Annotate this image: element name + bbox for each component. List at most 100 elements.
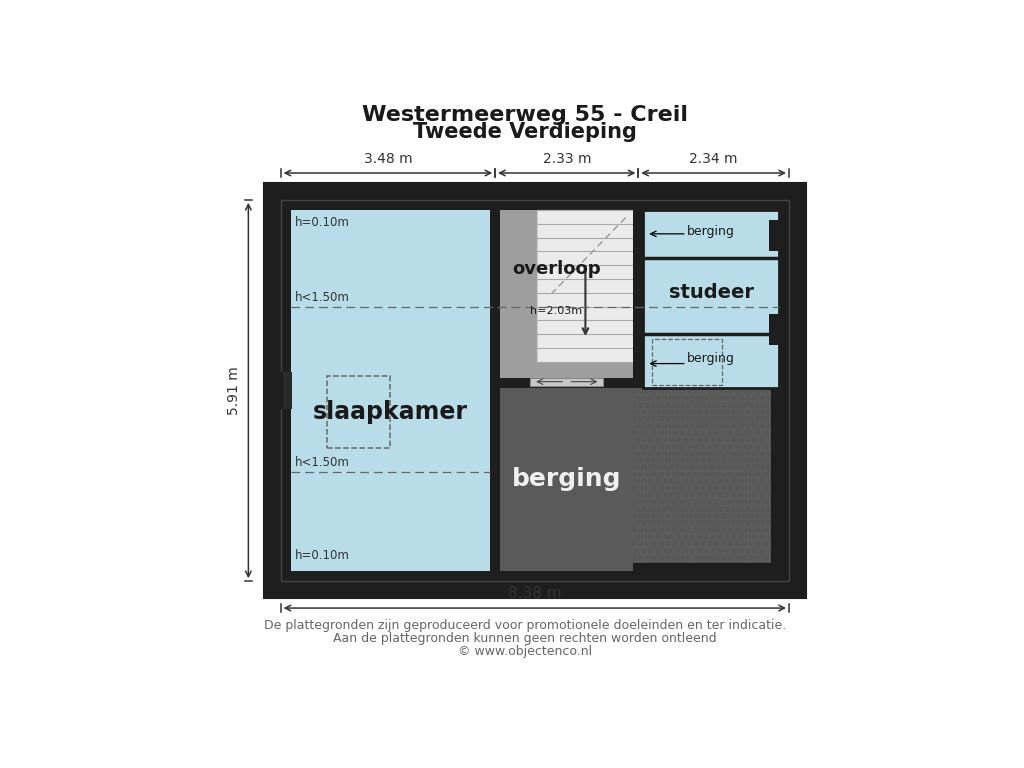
FancyBboxPatch shape	[519, 485, 526, 492]
FancyBboxPatch shape	[734, 429, 740, 436]
FancyBboxPatch shape	[689, 395, 695, 402]
FancyBboxPatch shape	[720, 471, 727, 478]
FancyBboxPatch shape	[488, 561, 495, 568]
FancyBboxPatch shape	[582, 457, 588, 464]
FancyBboxPatch shape	[579, 409, 585, 415]
FancyBboxPatch shape	[499, 277, 505, 283]
FancyBboxPatch shape	[579, 548, 585, 554]
FancyBboxPatch shape	[776, 402, 782, 409]
FancyBboxPatch shape	[703, 409, 710, 415]
FancyBboxPatch shape	[755, 498, 762, 505]
FancyBboxPatch shape	[631, 250, 637, 256]
FancyBboxPatch shape	[429, 471, 436, 478]
FancyBboxPatch shape	[284, 471, 290, 478]
FancyBboxPatch shape	[304, 498, 311, 505]
FancyBboxPatch shape	[526, 236, 532, 242]
FancyBboxPatch shape	[592, 284, 599, 290]
FancyBboxPatch shape	[686, 236, 692, 242]
Text: h<1.50m: h<1.50m	[295, 455, 350, 468]
FancyBboxPatch shape	[512, 346, 519, 353]
FancyBboxPatch shape	[724, 561, 730, 568]
FancyBboxPatch shape	[506, 208, 512, 214]
FancyBboxPatch shape	[551, 200, 557, 207]
FancyBboxPatch shape	[356, 339, 362, 346]
FancyBboxPatch shape	[426, 367, 432, 373]
FancyBboxPatch shape	[547, 498, 554, 505]
FancyBboxPatch shape	[647, 229, 654, 235]
FancyBboxPatch shape	[749, 208, 755, 214]
FancyBboxPatch shape	[336, 215, 342, 221]
FancyBboxPatch shape	[516, 520, 522, 526]
FancyBboxPatch shape	[717, 561, 723, 568]
FancyBboxPatch shape	[406, 270, 412, 276]
FancyBboxPatch shape	[496, 229, 502, 235]
FancyBboxPatch shape	[686, 388, 692, 395]
FancyBboxPatch shape	[512, 333, 519, 339]
FancyBboxPatch shape	[426, 506, 432, 512]
FancyBboxPatch shape	[654, 534, 662, 540]
FancyBboxPatch shape	[488, 312, 495, 318]
FancyBboxPatch shape	[669, 534, 675, 540]
FancyBboxPatch shape	[710, 409, 717, 415]
FancyBboxPatch shape	[333, 333, 339, 339]
FancyBboxPatch shape	[356, 229, 362, 235]
FancyBboxPatch shape	[461, 215, 467, 221]
FancyBboxPatch shape	[776, 208, 782, 214]
FancyBboxPatch shape	[699, 360, 706, 366]
FancyBboxPatch shape	[682, 561, 689, 568]
FancyBboxPatch shape	[579, 492, 585, 498]
FancyBboxPatch shape	[394, 374, 401, 380]
FancyBboxPatch shape	[509, 436, 515, 443]
FancyBboxPatch shape	[506, 250, 512, 256]
FancyBboxPatch shape	[374, 291, 380, 297]
FancyBboxPatch shape	[488, 409, 495, 415]
FancyBboxPatch shape	[596, 346, 602, 353]
FancyBboxPatch shape	[284, 291, 290, 297]
FancyBboxPatch shape	[284, 568, 290, 574]
FancyBboxPatch shape	[717, 506, 723, 512]
FancyBboxPatch shape	[499, 236, 505, 242]
FancyBboxPatch shape	[759, 200, 765, 207]
FancyBboxPatch shape	[703, 561, 710, 568]
FancyBboxPatch shape	[644, 513, 650, 519]
FancyBboxPatch shape	[602, 541, 609, 547]
FancyBboxPatch shape	[606, 561, 612, 568]
FancyBboxPatch shape	[360, 498, 367, 505]
FancyBboxPatch shape	[326, 527, 332, 533]
FancyBboxPatch shape	[737, 257, 744, 263]
FancyBboxPatch shape	[339, 236, 346, 242]
FancyBboxPatch shape	[696, 575, 702, 581]
FancyBboxPatch shape	[467, 298, 474, 304]
FancyBboxPatch shape	[564, 339, 571, 346]
FancyBboxPatch shape	[426, 395, 432, 402]
FancyBboxPatch shape	[692, 263, 699, 270]
FancyBboxPatch shape	[765, 229, 772, 235]
FancyBboxPatch shape	[496, 464, 502, 471]
FancyBboxPatch shape	[478, 250, 484, 256]
FancyBboxPatch shape	[689, 561, 695, 568]
FancyBboxPatch shape	[422, 333, 429, 339]
FancyBboxPatch shape	[620, 312, 627, 318]
FancyBboxPatch shape	[534, 457, 540, 464]
FancyBboxPatch shape	[692, 498, 699, 505]
FancyBboxPatch shape	[782, 541, 790, 547]
FancyBboxPatch shape	[311, 263, 318, 270]
FancyBboxPatch shape	[516, 243, 522, 249]
FancyBboxPatch shape	[710, 561, 717, 568]
FancyBboxPatch shape	[637, 277, 644, 283]
FancyBboxPatch shape	[631, 554, 637, 561]
FancyBboxPatch shape	[534, 360, 540, 366]
FancyBboxPatch shape	[464, 457, 470, 464]
FancyBboxPatch shape	[613, 450, 620, 457]
FancyBboxPatch shape	[529, 492, 537, 498]
FancyBboxPatch shape	[561, 360, 567, 366]
FancyBboxPatch shape	[288, 561, 294, 568]
FancyBboxPatch shape	[451, 402, 457, 409]
FancyBboxPatch shape	[523, 326, 529, 332]
FancyBboxPatch shape	[741, 415, 748, 422]
FancyBboxPatch shape	[464, 415, 470, 422]
FancyBboxPatch shape	[752, 450, 758, 457]
FancyBboxPatch shape	[737, 436, 744, 443]
FancyBboxPatch shape	[406, 548, 412, 554]
FancyBboxPatch shape	[707, 277, 713, 283]
